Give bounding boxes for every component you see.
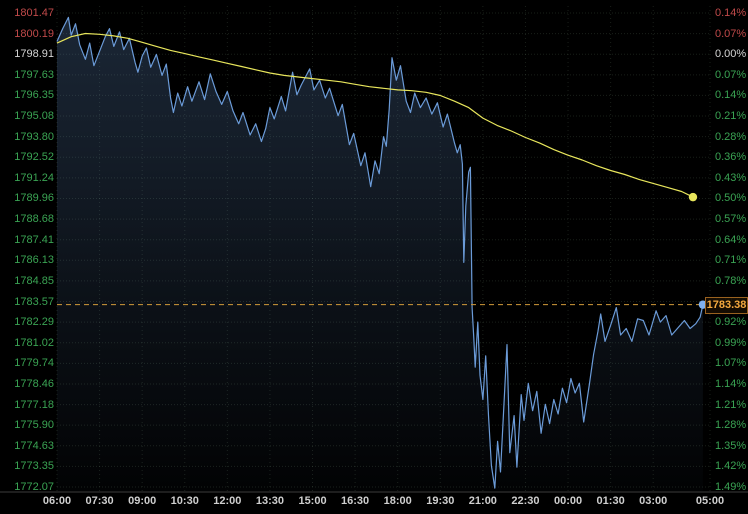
y-axis-label-left: 1792.52 <box>14 151 54 164</box>
y-axis-label-left: 1788.68 <box>14 213 54 226</box>
y-axis-label-right: 1.35% <box>715 439 747 452</box>
y-axis-label-right: 0.92% <box>715 316 747 329</box>
y-axis-label-right: 1.07% <box>715 357 747 370</box>
y-axis-label-left: 1784.85 <box>14 274 54 287</box>
y-axis-label-right: 0.07% <box>715 27 747 40</box>
moving-average-line <box>56 32 694 198</box>
x-axis-label: 22:30 <box>511 495 540 507</box>
y-axis-label-left: 1778.46 <box>14 377 54 390</box>
y-axis-label-left: 1801.47 <box>14 7 54 19</box>
y-axis-label-right: 1.28% <box>715 419 747 432</box>
current-price-tag: 1783.38 <box>705 296 748 314</box>
y-axis-label-right: 0.07% <box>715 68 747 81</box>
y-axis-label-left: 1774.63 <box>14 439 54 452</box>
x-axis-label: 15:00 <box>298 495 327 507</box>
x-axis-label: 09:00 <box>128 495 157 507</box>
y-axis-label-left: 1777.18 <box>14 398 54 411</box>
y-axis-label-left: 1783.57 <box>14 295 54 308</box>
price-area <box>57 17 703 492</box>
x-axis-label: 00:00 <box>553 495 583 507</box>
x-axis-label: 18:00 <box>383 495 412 507</box>
y-axis-label-right: 0.78% <box>715 274 747 287</box>
y-axis-label-right: 0.71% <box>715 254 747 267</box>
price-line <box>56 16 704 489</box>
x-axis-label: 01:30 <box>596 495 625 507</box>
y-axis-label-left: 1796.35 <box>14 89 54 102</box>
y-axis-label-right: 0.21% <box>715 110 747 123</box>
y-axis-label-left: 1786.13 <box>14 254 54 267</box>
y-axis-label-right: 1.21% <box>715 398 747 411</box>
x-axis-label: 10:30 <box>170 495 199 507</box>
y-axis-label-left: 1787.41 <box>14 233 54 246</box>
y-axis-label-right: 1.14% <box>715 377 747 390</box>
y-axis-label-left: 1791.24 <box>14 171 54 184</box>
y-axis-label-left: 1798.91 <box>14 48 54 61</box>
x-axis-label: 06:00 <box>42 495 72 507</box>
x-axis-label: 07:30 <box>85 495 114 507</box>
x-axis-label: 16:30 <box>341 495 370 507</box>
x-axis-label: 19:30 <box>426 495 455 507</box>
y-axis-label-right: 0.00% <box>715 48 747 61</box>
y-axis-label-left: 1773.35 <box>14 460 54 473</box>
y-axis-label-right: 0.50% <box>715 192 747 205</box>
x-axis-label: 03:00 <box>639 495 668 507</box>
y-axis-label-right: 0.14% <box>715 89 747 102</box>
y-axis-label-right: 0.57% <box>715 213 747 226</box>
x-axis-label: 21:00 <box>468 495 497 507</box>
y-axis-label-left: 1800.19 <box>14 27 54 40</box>
y-axis-label-left: 1797.63 <box>14 68 54 81</box>
y-axis-label-left: 1779.74 <box>14 357 54 370</box>
y-axis-label-left: 1789.96 <box>14 192 54 205</box>
x-axis-label: 12:00 <box>213 495 242 507</box>
y-axis-label-right: 0.28% <box>715 130 747 143</box>
y-axis-label-right: 0.64% <box>715 233 747 246</box>
y-axis-label-right: 0.99% <box>715 336 747 349</box>
y-axis-label-right: 1.49% <box>715 481 747 493</box>
y-axis-label-left: 1781.02 <box>14 336 54 349</box>
y-axis-label-left: 1793.80 <box>14 130 54 143</box>
moving-average-end-dot <box>688 192 698 202</box>
x-axis-label: 05:00 <box>695 495 725 507</box>
y-axis-label-left: 1772.07 <box>14 481 54 493</box>
y-axis-label-right: 0.14% <box>715 7 747 19</box>
y-axis-label-right: 0.36% <box>715 151 747 164</box>
y-axis-label-right: 1.42% <box>715 460 747 473</box>
x-axis-label: 13:30 <box>255 495 284 507</box>
y-axis-label-left: 1775.90 <box>14 419 54 432</box>
y-axis-label-left: 1782.29 <box>14 316 54 329</box>
y-axis-label-right: 0.43% <box>715 171 747 184</box>
y-axis-label-left: 1795.08 <box>14 110 54 123</box>
